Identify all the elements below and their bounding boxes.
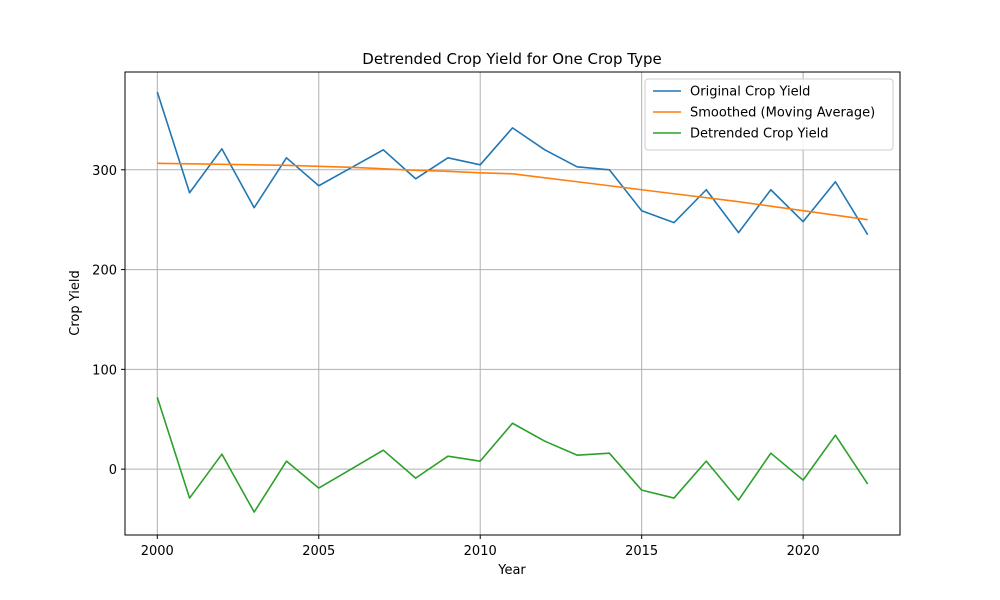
tick-layer: 2000 2005 2010 2015 2020 0 100 200 300 <box>92 164 820 559</box>
legend-label-detrended-crop-yield: Detrended Crop Yield <box>690 127 828 142</box>
legend-label-smoothed-moving-average: Smoothed (Moving Average) <box>690 106 875 121</box>
x-tick-label: 2005 <box>302 544 335 559</box>
legend-label-original-crop-yield: Original Crop Yield <box>690 85 810 100</box>
x-tick-label: 2015 <box>625 544 658 559</box>
legend-box <box>644 78 894 151</box>
chart-title: Detrended Crop Yield for One Crop Type <box>362 50 661 68</box>
grid-layer <box>125 72 900 535</box>
plot-frame <box>124 71 901 536</box>
x-tick-label: 2020 <box>787 544 820 559</box>
x-tick-label: 2010 <box>464 544 497 559</box>
legend: Original Crop Yield Smoothed (Moving Aver… <box>644 78 894 151</box>
y-tick-label: 100 <box>92 363 117 378</box>
series-line-original-crop-yield <box>156 91 869 236</box>
series-line-detrended-crop-yield <box>156 397 869 513</box>
y-tick-label: 300 <box>92 164 117 179</box>
y-tick-label: 0 <box>109 463 117 478</box>
x-axis-label: Year <box>497 563 526 578</box>
series-layer <box>156 91 869 513</box>
y-tick-label: 200 <box>92 264 117 279</box>
y-axis-label: Crop Yield <box>68 270 83 335</box>
x-tick-label: 2000 <box>141 544 174 559</box>
series-line-smoothed-moving-average <box>157 162 868 221</box>
